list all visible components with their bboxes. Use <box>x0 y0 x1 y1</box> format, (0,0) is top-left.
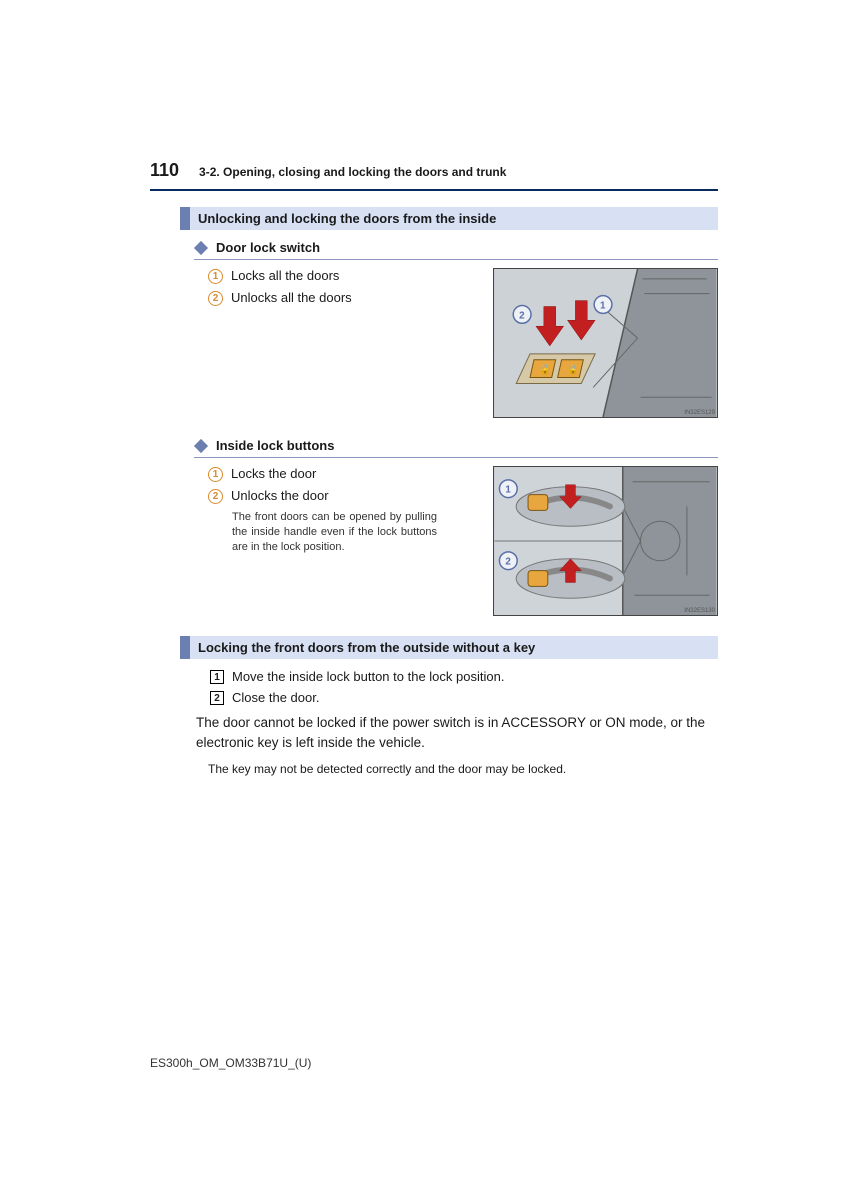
sub-title: Inside lock buttons <box>216 438 334 453</box>
callout-1-icon: 1 <box>208 467 223 482</box>
chapter-title: 3-2. Opening, closing and locking the do… <box>199 165 506 179</box>
step-text: Close the door. <box>232 690 319 705</box>
page-header: 110 3-2. Opening, closing and locking th… <box>150 160 718 187</box>
svg-text:🔓: 🔓 <box>540 364 551 375</box>
figure-inside-lock-buttons: 1 2 IN32ES130 <box>493 466 718 616</box>
svg-text:1: 1 <box>505 485 511 496</box>
step-1-icon: 1 <box>210 670 224 684</box>
svg-text:1: 1 <box>600 300 606 311</box>
step-item: 1 Move the inside lock button to the loc… <box>210 669 718 684</box>
list-item: 1 Locks all the doors <box>208 268 475 284</box>
figure-code: IN32ES130 <box>684 608 715 614</box>
subsection-door-lock-switch: Door lock switch <box>194 240 718 260</box>
svg-text:🔒: 🔒 <box>568 365 579 375</box>
list-item: 2 Unlocks the door <box>208 488 475 504</box>
item-text: Unlocks all the doors <box>231 290 352 305</box>
svg-text:2: 2 <box>505 557 511 568</box>
list-item: 2 Unlocks all the doors <box>208 290 475 306</box>
sub-title: Door lock switch <box>216 240 320 255</box>
item-text: Locks the door <box>231 466 316 481</box>
subsection-inside-lock-buttons: Inside lock buttons <box>194 438 718 458</box>
figure-door-lock-switch: 🔓 🔒 2 1 IN32ES12 <box>493 268 718 418</box>
section-heading-outside: Locking the front doors from the outside… <box>180 636 718 659</box>
callout-2-icon: 2 <box>208 291 223 306</box>
page-number: 110 <box>150 160 179 181</box>
callout-1-icon: 1 <box>208 269 223 284</box>
diamond-icon <box>194 240 208 254</box>
item-text: Unlocks the door <box>231 488 329 503</box>
small-paragraph: The key may not be detected correctly an… <box>208 762 718 776</box>
step-text: Move the inside lock button to the lock … <box>232 669 504 684</box>
list-item: 1 Locks the door <box>208 466 475 482</box>
list-inside-lock-buttons: 1 Locks the door 2 Unlocks the door The … <box>208 466 475 555</box>
note-text: The front doors can be opened by pulling… <box>232 510 437 555</box>
step-2-icon: 2 <box>210 691 224 705</box>
list-door-lock-switch: 1 Locks all the doors 2 Unlocks all the … <box>208 268 475 312</box>
section-heading-inside: Unlocking and locking the doors from the… <box>180 207 718 230</box>
step-item: 2 Close the door. <box>210 690 718 705</box>
footer-code: ES300h_OM_OM33B71U_(U) <box>150 1056 311 1070</box>
svg-text:2: 2 <box>519 310 525 321</box>
figure-code: IN32ES129 <box>684 410 715 416</box>
body-paragraph: The door cannot be locked if the power s… <box>196 713 718 754</box>
item-text: Locks all the doors <box>231 268 339 283</box>
diamond-icon <box>194 438 208 452</box>
callout-2-icon: 2 <box>208 489 223 504</box>
